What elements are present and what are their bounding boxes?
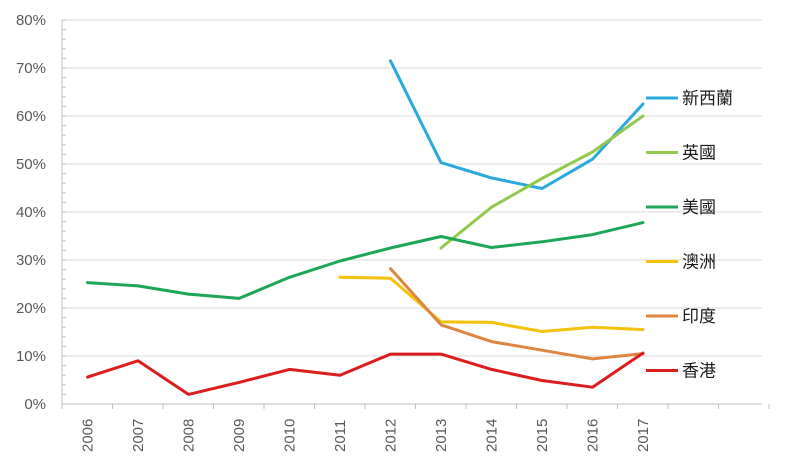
legend-label: 印度 <box>682 307 716 327</box>
x-tick-label: 2013 <box>433 419 450 452</box>
series-line <box>86 351 645 396</box>
legend-label: 新西蘭 <box>682 89 733 109</box>
x-tick-label: 2007 <box>130 419 147 452</box>
y-tick-label: 80% <box>16 12 46 29</box>
legend-label: 香港 <box>682 362 716 382</box>
x-tick-label: 2015 <box>534 419 551 452</box>
y-tick-label: 30% <box>16 252 46 269</box>
y-tick-label: 50% <box>16 156 46 173</box>
legend-label: 澳洲 <box>682 253 716 273</box>
x-tick-label: 2006 <box>80 419 97 452</box>
series-line <box>86 221 645 300</box>
x-tick-label: 2010 <box>282 419 299 452</box>
series-line <box>338 275 645 333</box>
y-tick-label: 40% <box>16 204 46 221</box>
x-tick-label: 2009 <box>231 419 248 452</box>
x-tick-label: 2011 <box>332 420 349 452</box>
axes: 0% 10% 20% 30% 40% 50% 60% 70% 80% 2006 2007 2008 20… <box>16 12 770 452</box>
y-tick-label: 70% <box>16 60 46 77</box>
x-tick-label: 2012 <box>383 419 400 452</box>
y-tick-label: 10% <box>16 348 46 365</box>
series-line <box>389 59 645 190</box>
gridlines <box>62 19 762 357</box>
y-tick-label: 0% <box>24 396 46 413</box>
series-line <box>439 114 645 250</box>
series-lines <box>86 59 645 396</box>
x-tick-label: 2014 <box>484 419 501 452</box>
x-tick-label: 2008 <box>181 419 198 452</box>
y-tick-label: 60% <box>16 108 46 125</box>
legend-label: 英國 <box>682 144 716 164</box>
x-tick-label: 2016 <box>585 419 602 452</box>
x-tick-label: 2017 <box>635 419 652 452</box>
y-tick-label: 20% <box>16 300 46 317</box>
legend-label: 美國 <box>682 198 716 218</box>
series-line <box>389 267 645 361</box>
